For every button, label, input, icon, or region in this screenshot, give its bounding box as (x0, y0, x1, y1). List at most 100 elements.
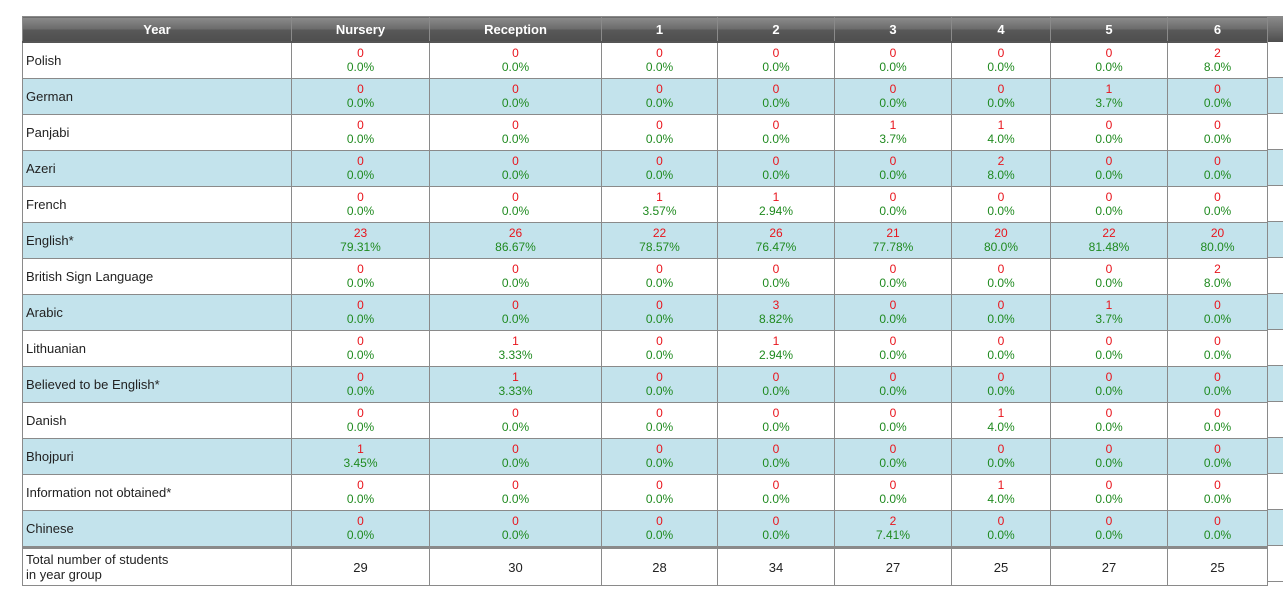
count-value: 0 (357, 82, 364, 96)
table-cell: 0 0.0% (291, 186, 430, 223)
table-cell: 0 0.0% (951, 366, 1051, 403)
cut-off-header (1267, 16, 1283, 42)
count-value: 0 (1214, 118, 1221, 132)
table-row: Polish 0 0.0% 0 0.0% 0 0.0% 0 0.0% 0 0.0% 0 0.0% 0 0.0… (22, 41, 1268, 79)
percent-value: 0.0% (346, 312, 375, 326)
table-row: German 0 0.0% 0 0.0% 0 0.0% 0 0.0% 0 0.0% 0 0.0% 1 3.7… (22, 78, 1268, 115)
count-value: 0 (357, 154, 364, 168)
percent-value: 80.0% (1200, 240, 1235, 254)
table-row: Information not obtained* 0 0.0% 0 0.0% 0 0.0%… (22, 474, 1268, 511)
percent-value: 8.0% (1203, 60, 1232, 74)
table-cell: 0 0.0% (601, 78, 718, 115)
count-value: 1 (512, 334, 519, 348)
total-value: 27 (1050, 546, 1168, 586)
percent-value: 0.0% (1095, 348, 1123, 362)
table-cell: 0 0.0% (717, 402, 835, 439)
percent-value: 0.0% (645, 132, 674, 146)
table-cell: 1 3.45% (291, 438, 430, 475)
table-cell: 26 86.67% (429, 222, 602, 259)
table-cell: 0 0.0% (1050, 41, 1168, 79)
table-cell: 0 0.0% (1167, 474, 1268, 511)
count-value: 1 (512, 370, 519, 384)
cut-off-cell (1267, 150, 1283, 186)
row-label: Believed to be English* (22, 366, 292, 403)
table-cell: 0 0.0% (717, 41, 835, 79)
count-value: 1 (357, 442, 364, 456)
header-year-3: 3 (834, 16, 952, 43)
count-value: 0 (1214, 190, 1221, 204)
count-value: 0 (1105, 442, 1113, 456)
percent-value: 0.0% (501, 528, 530, 542)
table-cell: 1 3.57% (601, 186, 718, 223)
count-value: 0 (1105, 190, 1113, 204)
table-cell: 0 0.0% (834, 186, 952, 223)
count-value: 0 (512, 442, 519, 456)
total-value: 29 (291, 546, 430, 586)
table-cell: 0 0.0% (1050, 366, 1168, 403)
total-value: 28 (601, 546, 718, 586)
count-value: 0 (512, 190, 519, 204)
count-value: 0 (889, 442, 897, 456)
table-cell: 0 0.0% (601, 510, 718, 548)
percent-value: 0.0% (1203, 528, 1232, 542)
table-cell: 0 0.0% (717, 150, 835, 187)
table-cell: 0 0.0% (1050, 258, 1168, 295)
count-value: 0 (889, 190, 897, 204)
table-cell: 26 76.47% (717, 222, 835, 259)
cut-off-cell (1267, 222, 1283, 258)
count-value: 20 (994, 226, 1008, 240)
percent-value: 76.47% (755, 240, 797, 254)
count-value: 0 (1214, 154, 1221, 168)
count-value: 0 (656, 118, 663, 132)
table-cell: 0 0.0% (1167, 510, 1268, 548)
percent-value: 0.0% (762, 96, 790, 110)
count-value: 0 (889, 334, 897, 348)
table-cell: 0 0.0% (601, 41, 718, 79)
percent-value: 0.0% (762, 492, 790, 506)
table-cell: 0 0.0% (1167, 330, 1268, 367)
count-value: 0 (656, 514, 663, 528)
count-value: 0 (1105, 154, 1113, 168)
row-label: British Sign Language (22, 258, 292, 295)
count-value: 0 (997, 82, 1005, 96)
table-cell: 0 0.0% (601, 366, 718, 403)
table-cell: 0 0.0% (291, 402, 430, 439)
count-value: 0 (1105, 262, 1113, 276)
table-cell: 0 0.0% (834, 330, 952, 367)
table-cell: 0 0.0% (291, 294, 430, 331)
percent-value: 0.0% (762, 528, 790, 542)
percent-value: 0.0% (1203, 312, 1232, 326)
percent-value: 0.0% (1203, 456, 1232, 470)
table-cell: 22 78.57% (601, 222, 718, 259)
table-cell: 0 0.0% (429, 474, 602, 511)
row-label: German (22, 78, 292, 115)
table-cell: 0 0.0% (951, 294, 1051, 331)
table-cell: 0 0.0% (951, 330, 1051, 367)
percent-value: 0.0% (987, 60, 1015, 74)
percent-value: 0.0% (1203, 348, 1232, 362)
cut-off-cell (1267, 186, 1283, 222)
percent-value: 0.0% (879, 96, 907, 110)
percent-value: 0.0% (987, 348, 1015, 362)
percent-value: 0.0% (501, 276, 530, 290)
table-cell: 0 0.0% (1050, 438, 1168, 475)
cut-off-cell (1267, 294, 1283, 330)
table-cell: 0 0.0% (1167, 366, 1268, 403)
count-value: 0 (512, 478, 519, 492)
table-row: British Sign Language 0 0.0% 0 0.0% 0 0.0% 0 0.0… (22, 258, 1268, 295)
table-cell: 0 0.0% (601, 438, 718, 475)
cut-off-cell (1267, 546, 1283, 582)
table-cell: 0 0.0% (834, 402, 952, 439)
table-cell: 0 0.0% (429, 150, 602, 187)
count-value: 0 (997, 190, 1005, 204)
count-value: 0 (772, 370, 780, 384)
percent-value: 78.57% (639, 240, 680, 254)
table-row: Bhojpuri 1 3.45% 0 0.0% 0 0.0% 0 0.0% 0 0.0% 0 0.0% 0… (22, 438, 1268, 475)
percent-value: 0.0% (879, 168, 907, 182)
table-cell: 0 0.0% (601, 258, 718, 295)
count-value: 0 (1214, 82, 1221, 96)
percent-value: 0.0% (762, 168, 790, 182)
percent-value: 0.0% (879, 204, 907, 218)
count-value: 0 (357, 334, 364, 348)
count-value: 22 (652, 226, 667, 240)
